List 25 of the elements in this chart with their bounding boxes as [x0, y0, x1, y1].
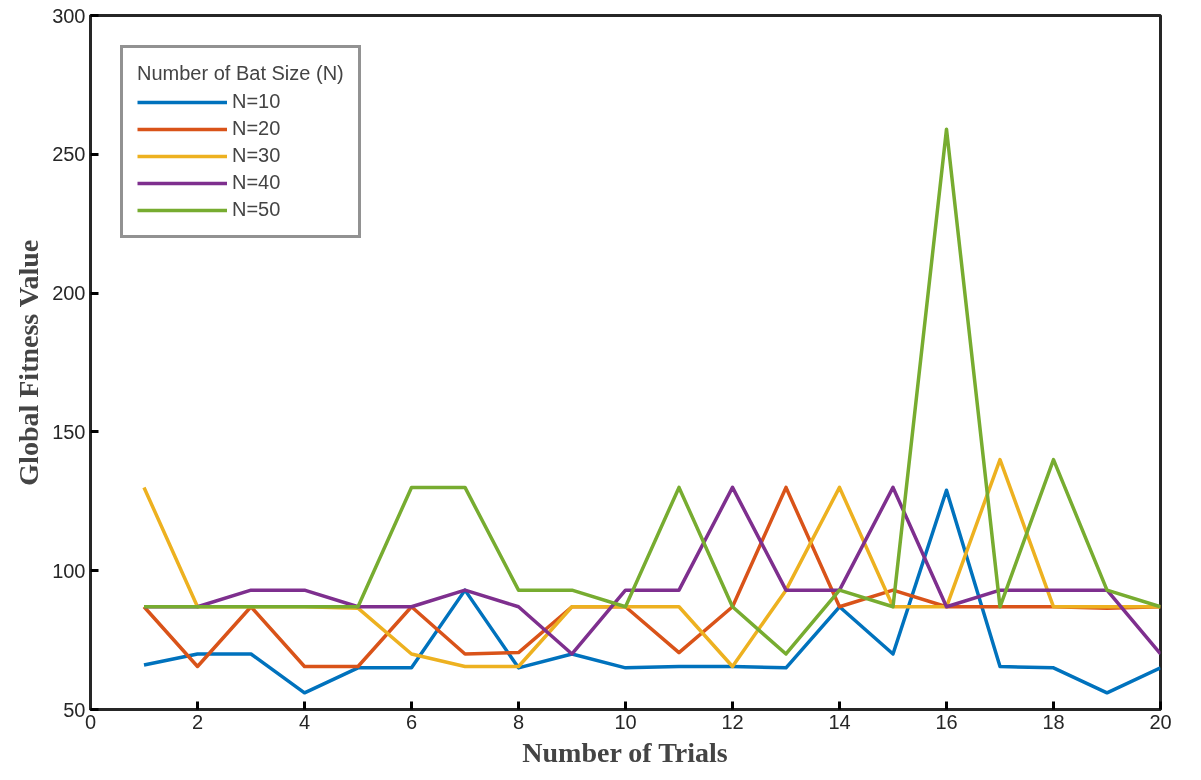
y-tick-label: 250 [52, 143, 86, 166]
x-tick-label: 16 [935, 710, 958, 733]
legend-label: N=30 [232, 144, 281, 167]
x-tick-label: 4 [298, 710, 311, 733]
legend-label: N=10 [232, 90, 281, 113]
y-axis-title: Global Fitness Value [13, 239, 45, 486]
x-tick-label: 10 [614, 710, 637, 733]
y-tick-label: 200 [52, 282, 86, 305]
x-tick-label: 20 [1149, 710, 1172, 733]
x-tick-label: 6 [405, 710, 418, 733]
x-tick-label: 18 [1042, 710, 1065, 733]
legend-title: Number of Bat Size (N) [137, 62, 344, 85]
legend-label: N=20 [232, 117, 281, 140]
x-tick-label: 8 [512, 710, 525, 733]
x-tick-label: 0 [84, 710, 97, 733]
x-tick-label: 14 [828, 710, 851, 733]
y-tick-label: 150 [52, 420, 86, 443]
x-tick-label: 12 [721, 710, 744, 733]
x-tick-label: 2 [191, 710, 204, 733]
y-tick-label: 100 [52, 559, 86, 582]
x-axis-title: Number of Trials [522, 736, 728, 768]
y-tick-label: 300 [52, 4, 86, 27]
legend-label: N=50 [232, 198, 281, 221]
y-tick-label: 50 [63, 698, 86, 721]
legend-label: N=40 [232, 171, 281, 194]
